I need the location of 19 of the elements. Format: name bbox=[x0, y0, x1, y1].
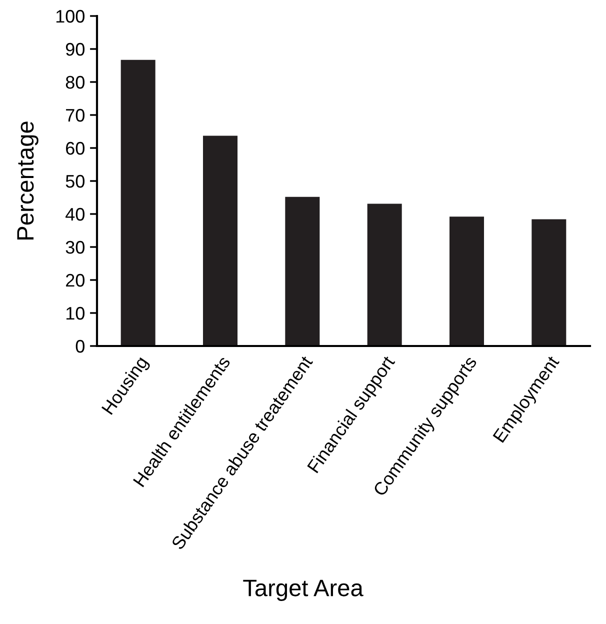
bar bbox=[532, 219, 566, 346]
y-tick-label: 90 bbox=[66, 42, 84, 56]
bar bbox=[202, 136, 238, 346]
y-tick-label: 50 bbox=[66, 174, 84, 188]
y-tick-label: 10 bbox=[66, 306, 84, 320]
bar bbox=[449, 216, 484, 346]
y-tick-label: 60 bbox=[66, 142, 84, 155]
y-tick-label: 40 bbox=[66, 208, 84, 221]
bar bbox=[120, 60, 156, 346]
y-tick-label: 80 bbox=[66, 76, 84, 89]
x-axis-title: Target Area bbox=[243, 580, 364, 601]
y-tick-label: 20 bbox=[66, 274, 84, 287]
bar bbox=[285, 196, 320, 346]
y-tick-label: 100 bbox=[56, 10, 84, 23]
y-axis-title: Percentage bbox=[17, 122, 38, 240]
y-tick-label: 30 bbox=[66, 240, 84, 254]
y-tick-label: 0 bbox=[76, 340, 84, 353]
y-tick-label: 70 bbox=[66, 108, 84, 122]
bar bbox=[367, 204, 402, 346]
